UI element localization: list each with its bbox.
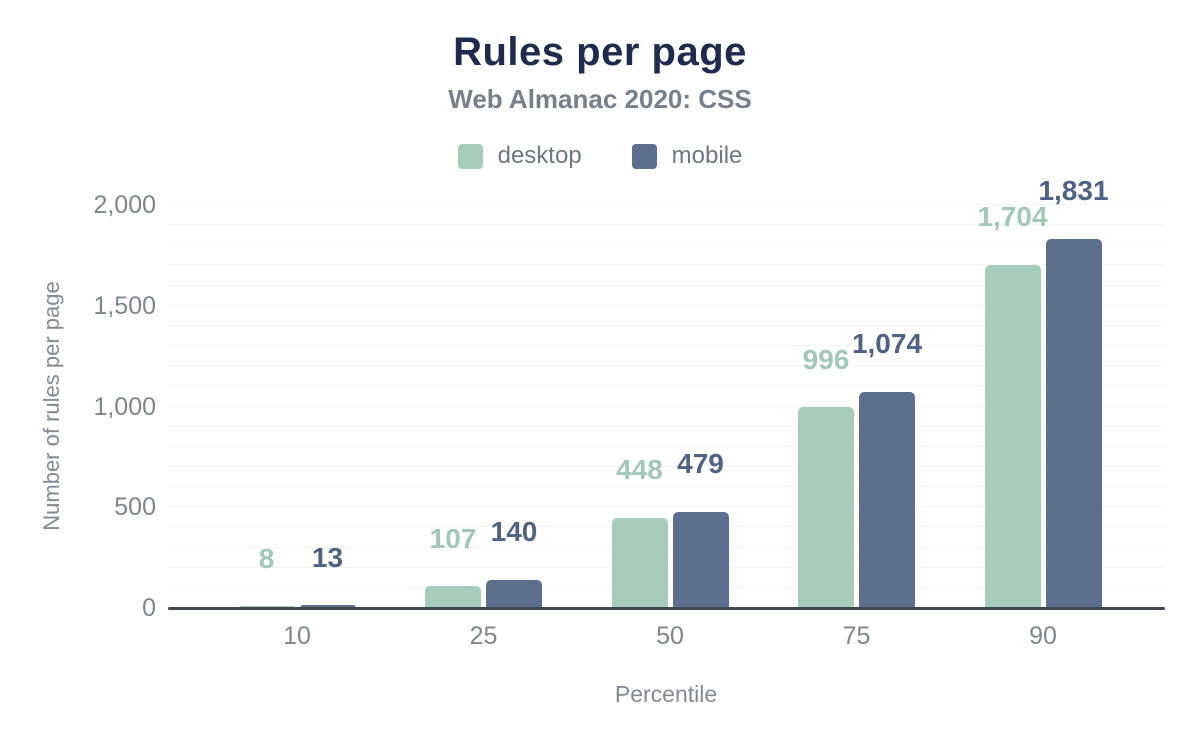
y-tick-label-500: 500 xyxy=(114,493,156,522)
y-tick-label-1500: 1,500 xyxy=(93,291,156,320)
legend-swatch-desktop-icon xyxy=(457,143,483,169)
value-label-desktop-p10: 8 xyxy=(258,542,275,574)
gridline-1500 xyxy=(168,304,1165,306)
bar-mobile-p75 xyxy=(859,391,915,608)
bar-desktop-p75 xyxy=(798,407,854,608)
x-tick-label-25: 25 xyxy=(469,622,498,650)
gridline-1700 xyxy=(168,264,1165,266)
legend-label-desktop: desktop xyxy=(497,142,582,169)
gridline-1100 xyxy=(168,385,1165,387)
bar-desktop-p25 xyxy=(425,586,481,608)
gridline-900 xyxy=(168,425,1165,427)
gridline-1800 xyxy=(168,244,1165,246)
legend-label-mobile: mobile xyxy=(671,142,743,169)
gridline-1200 xyxy=(168,365,1165,367)
x-tick-label-90: 90 xyxy=(1029,622,1057,650)
gridline-500 xyxy=(168,506,1165,508)
gridline-1300 xyxy=(168,345,1165,347)
gridline-2000 xyxy=(168,204,1165,205)
value-label-desktop-p90: 1,704 xyxy=(977,200,1048,232)
x-axis-title: Percentile xyxy=(614,681,718,707)
legend-item-mobile: mobile xyxy=(631,142,743,170)
y-tick-label-1000: 1,000 xyxy=(93,392,156,421)
x-tick-label-75: 75 xyxy=(842,622,871,650)
value-label-mobile-p90: 1,831 xyxy=(1038,175,1109,207)
y-tick-label-2000: 2,000 xyxy=(93,191,156,219)
bar-desktop-p90 xyxy=(984,264,1041,608)
x-axis-line xyxy=(168,607,1165,610)
value-label-mobile-p10: 13 xyxy=(311,541,344,573)
chart-subtitle: Web Almanac 2020: CSS xyxy=(448,84,752,114)
chart-title: Rules per page xyxy=(453,30,747,74)
legend: desktop mobile xyxy=(0,142,1200,170)
x-tick-label-10: 10 xyxy=(283,622,311,650)
bar-mobile-p50 xyxy=(672,511,729,608)
gridline-1900 xyxy=(168,224,1165,226)
value-label-mobile-p25: 140 xyxy=(490,516,538,548)
value-label-desktop-p75: 996 xyxy=(802,343,850,375)
value-label-desktop-p50: 448 xyxy=(616,453,663,485)
gridline-700 xyxy=(168,465,1165,467)
gridline-1000 xyxy=(168,405,1165,407)
x-tick-label-50: 50 xyxy=(656,622,684,650)
gridline-600 xyxy=(168,486,1165,488)
bar-mobile-p25 xyxy=(486,579,542,608)
legend-swatch-mobile-icon xyxy=(631,143,657,169)
bar-mobile-p10 xyxy=(299,605,356,608)
gridline-800 xyxy=(168,445,1165,447)
plot-area: 0 500 1,000 1,500 2,000 8 13 10 107 140 25 448 479 50… xyxy=(93,176,1165,650)
gridline-1400 xyxy=(168,324,1165,326)
legend-item-desktop: desktop xyxy=(457,142,582,170)
gridline-1600 xyxy=(168,284,1165,286)
value-label-desktop-p25: 107 xyxy=(429,522,477,554)
bar-desktop-p50 xyxy=(611,517,668,608)
bar-mobile-p90 xyxy=(1045,239,1102,608)
value-label-mobile-p75: 1,074 xyxy=(851,327,923,359)
value-label-mobile-p50: 479 xyxy=(677,447,724,479)
y-tick-label-0: 0 xyxy=(142,594,156,622)
